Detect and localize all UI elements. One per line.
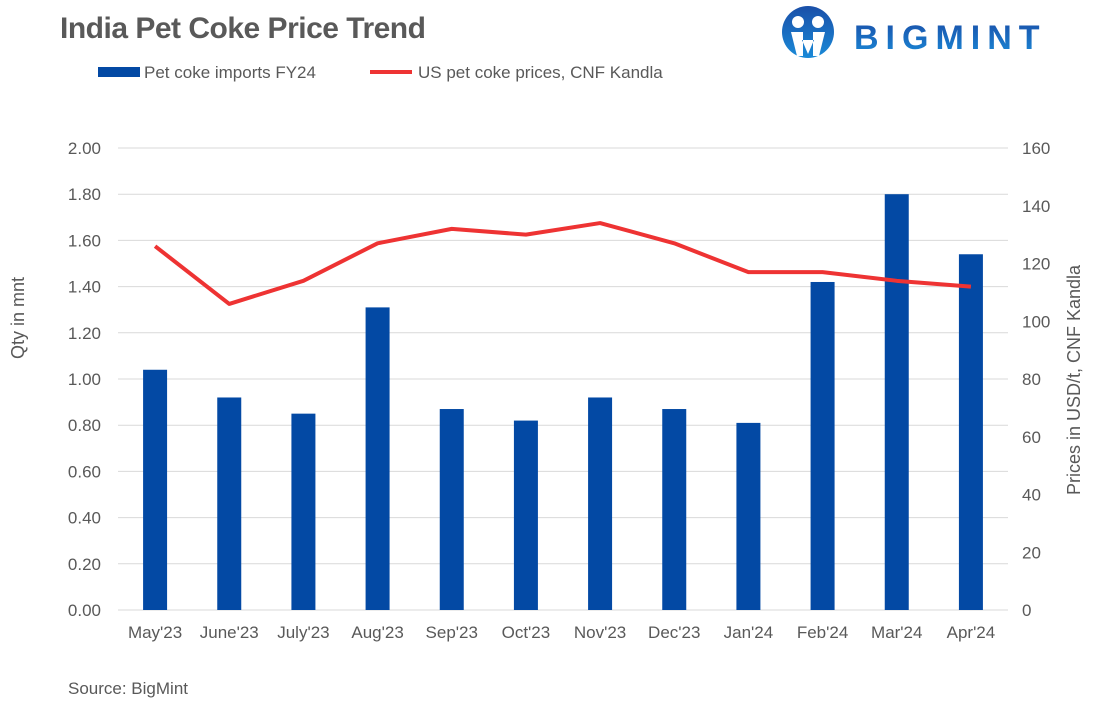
price-line-path: [153, 221, 972, 306]
y-tick-label: 1.20: [68, 324, 101, 343]
bar: [291, 413, 316, 610]
axes: 0.00 0.20 0.40 0.60 0.80 1.00 1.20 1.40 1.60 1.80…: [8, 139, 1084, 642]
y-tick-label: 1.40: [68, 278, 101, 297]
legend-bar-swatch: [98, 67, 140, 77]
bar: [217, 397, 242, 610]
x-tick-label: Oct'23: [502, 623, 551, 642]
y2-tick-label: 60: [1022, 428, 1041, 447]
y2-tick-label: 20: [1022, 543, 1041, 562]
x-tick-label: July'23: [277, 623, 329, 642]
bar: [513, 420, 538, 610]
x-tick-label: Apr'24: [947, 623, 996, 642]
y2-tick-label: 80: [1022, 370, 1041, 389]
bar: [588, 397, 613, 610]
legend: Pet coke imports FY24 US pet coke prices,…: [98, 63, 663, 82]
gridlines: [118, 147, 1008, 611]
bars: [143, 194, 983, 610]
bigmint-logo: BIGMINT: [782, 6, 1047, 58]
x-tick-label: Aug'23: [351, 623, 403, 642]
x-tick-label: May'23: [128, 623, 182, 642]
bar: [662, 409, 687, 610]
x-tick-label: Feb'24: [797, 623, 848, 642]
y2-tick-label: 40: [1022, 486, 1041, 505]
y-tick-label: 0.60: [68, 462, 101, 481]
bar: [439, 409, 464, 610]
bar: [810, 281, 835, 610]
y-tick-label: 0.40: [68, 509, 101, 528]
svg-text:BIGMINT: BIGMINT: [854, 19, 1047, 57]
y2-tick-label: 140: [1022, 197, 1050, 216]
y2-tick-label: 160: [1022, 139, 1050, 158]
bar: [143, 369, 168, 610]
x-tick-label: June'23: [200, 623, 259, 642]
legend-bar-label: Pet coke imports FY24: [144, 63, 316, 82]
y2-axis-label: Prices in USD/t, CNF Kandla: [1064, 264, 1084, 495]
y2-tick-label: 100: [1022, 312, 1050, 331]
x-tick-label: Jan'24: [724, 623, 774, 642]
y-tick-label: 1.60: [68, 231, 101, 250]
y-tick-label: 0.00: [68, 601, 101, 620]
y-tick-label: 0.80: [68, 416, 101, 435]
bar: [736, 422, 761, 610]
y2-tick-label: 120: [1022, 255, 1050, 274]
y-tick-label: 1.00: [68, 370, 101, 389]
y-axis-label: Qty in mnt: [8, 277, 28, 359]
x-tick-label: Dec'23: [648, 623, 700, 642]
price-line: [153, 221, 972, 306]
bar: [884, 194, 909, 610]
source-note: Source: BigMint: [68, 679, 188, 698]
bar: [365, 307, 390, 610]
legend-line-label: US pet coke prices, CNF Kandla: [418, 63, 663, 82]
chart-title: India Pet Coke Price Trend: [60, 12, 426, 45]
y-tick-label: 0.20: [68, 555, 101, 574]
x-tick-label: Mar'24: [871, 623, 922, 642]
y2-tick-label: 0: [1022, 601, 1031, 620]
x-tick-label: Sep'23: [426, 623, 478, 642]
x-tick-label: Nov'23: [574, 623, 626, 642]
bar: [958, 254, 983, 610]
y-tick-label: 1.80: [68, 185, 101, 204]
y-tick-label: 2.00: [68, 139, 101, 158]
